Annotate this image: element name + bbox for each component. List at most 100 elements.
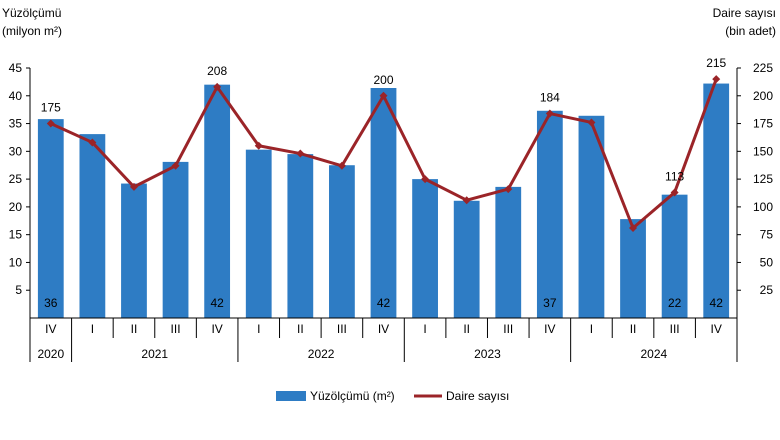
left-tick-label: 5 [15, 283, 22, 297]
bar [453, 200, 480, 318]
line-marker [379, 91, 388, 100]
bar [578, 115, 605, 319]
right-tick-label: 175 [753, 117, 773, 131]
bar-data-label: 22 [668, 296, 682, 310]
left-tick-label: 25 [9, 172, 23, 186]
axes [29, 68, 738, 319]
bar [204, 84, 231, 319]
bar [620, 219, 646, 318]
bar-data-label: 42 [210, 296, 224, 310]
right-tick-label: 225 [753, 61, 773, 75]
category-label: I [91, 322, 94, 336]
line-marker [254, 141, 263, 150]
category-label: IV [544, 322, 555, 336]
bar-data-label: 36 [44, 296, 58, 310]
line-marker [504, 185, 513, 194]
bar-series [37, 83, 730, 319]
left-tick-label: 30 [9, 144, 23, 158]
left-axis-title-line1: Yüzölçümü [2, 6, 61, 20]
bar-data-label: 42 [377, 296, 391, 310]
line-marker [129, 182, 138, 191]
line-data-label: 184 [540, 91, 560, 105]
category-label: II [131, 322, 138, 336]
category-label: I [257, 322, 260, 336]
bar [703, 83, 730, 318]
left-axis-title-line2: (milyon m²) [2, 24, 62, 38]
line-marker [46, 119, 55, 128]
year-label: 2024 [640, 347, 667, 361]
right-axis: 25 50 75 100 125 150 175 200 225 [737, 61, 773, 297]
line-marker [462, 196, 471, 205]
line-data-labels: 175 208 200 184 113 215 [41, 56, 727, 183]
line-marker [296, 149, 305, 158]
category-label: IV [378, 322, 389, 336]
category-label: III [337, 322, 347, 336]
line-marker [545, 109, 554, 118]
line-data-label: 200 [373, 73, 393, 87]
left-tick-label: 20 [9, 200, 23, 214]
line-marker [88, 138, 97, 147]
category-label: III [503, 322, 513, 336]
left-tick-label: 40 [9, 89, 23, 103]
bar [37, 119, 64, 318]
right-tick-label: 125 [753, 172, 773, 186]
year-label: 2023 [474, 347, 501, 361]
legend-line-label: Daire sayısı [446, 389, 509, 403]
bar [412, 179, 438, 318]
bar-data-label: 37 [543, 296, 557, 310]
bar [162, 161, 189, 318]
left-axis: 5 10 15 20 25 30 35 40 45 [9, 61, 30, 297]
line-marker [171, 161, 180, 170]
year-label: 2021 [141, 347, 168, 361]
right-axis-title-line2: (bin adet) [725, 24, 776, 38]
category-label: I [423, 322, 426, 336]
category-label: IV [711, 322, 722, 336]
category-label: IV [45, 322, 56, 336]
year-label: 2022 [308, 347, 335, 361]
bar-data-label: 42 [710, 296, 724, 310]
bar [661, 194, 688, 318]
legend: Yüzölçümü (m²) Daire sayısı [276, 389, 509, 403]
category-label: II [630, 322, 637, 336]
line-marker [421, 175, 430, 184]
year-label: 2020 [37, 347, 64, 361]
line-data-label: 215 [706, 56, 726, 70]
legend-bar-swatch [276, 391, 306, 401]
line-data-label: 175 [41, 101, 61, 115]
line-marker [587, 118, 596, 127]
left-tick-label: 35 [9, 117, 23, 131]
right-axis-title-line1: Daire sayısı [713, 6, 776, 20]
bar [536, 110, 563, 319]
x-axis-categories: IV I II III IV I II III IV I II III IV I II III IV [29, 318, 738, 362]
bar [121, 183, 147, 318]
left-tick-label: 15 [9, 228, 23, 242]
category-label: II [463, 322, 470, 336]
line-series [46, 75, 721, 232]
right-tick-label: 200 [753, 89, 773, 103]
left-tick-label: 45 [9, 61, 23, 75]
bar [245, 149, 272, 318]
category-label: I [590, 322, 593, 336]
category-label: II [297, 322, 304, 336]
line-marker [337, 161, 346, 170]
legend-bar-label: Yüzölçümü (m²) [310, 389, 395, 403]
right-tick-label: 25 [760, 283, 774, 297]
bar [329, 165, 355, 318]
line-marker [213, 82, 222, 91]
line-marker [670, 188, 679, 197]
right-tick-label: 150 [753, 144, 773, 158]
category-label: IV [211, 322, 222, 336]
line-marker [712, 75, 721, 84]
line-data-label: 113 [665, 169, 684, 183]
line-data-label: 208 [207, 64, 227, 78]
bar [495, 186, 522, 318]
category-label: III [670, 322, 680, 336]
bar [370, 88, 397, 318]
bar [79, 134, 106, 318]
right-tick-label: 75 [760, 228, 774, 242]
left-tick-label: 10 [9, 255, 23, 269]
bar-data-labels: 36 42 42 37 22 42 [44, 296, 723, 310]
category-label: III [171, 322, 181, 336]
right-tick-label: 50 [760, 255, 774, 269]
